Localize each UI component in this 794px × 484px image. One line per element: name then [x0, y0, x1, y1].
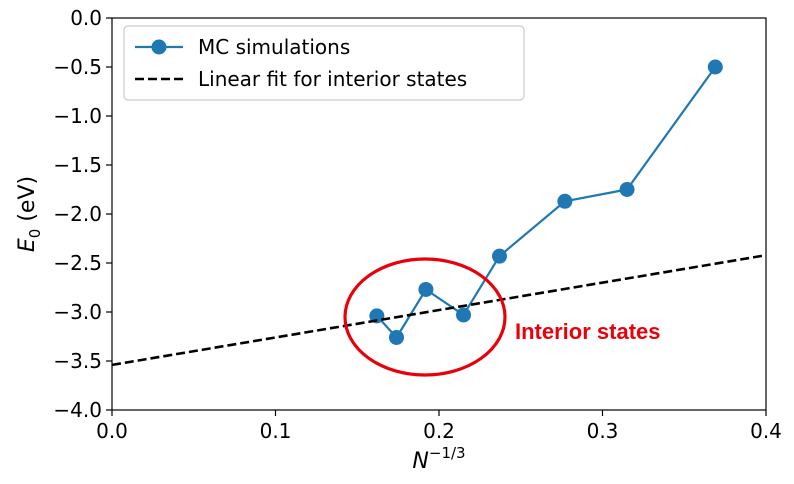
x-tick-label: 0.1 — [260, 419, 292, 443]
legend-marker-mc — [151, 39, 167, 55]
data-point — [418, 281, 434, 297]
y-tick-label: −0.5 — [53, 55, 102, 79]
interior-states-ellipse — [343, 257, 507, 377]
y-axis-label-base: E — [15, 238, 40, 252]
data-point — [369, 308, 385, 324]
data-point — [557, 193, 573, 209]
y-tick-label: −4.0 — [53, 398, 102, 422]
x-axis-label: N−1/3 — [412, 444, 465, 474]
x-axis-label-exponent: −1/3 — [429, 444, 466, 462]
series-line-mc — [376, 66, 717, 340]
series-line-fit — [112, 253, 766, 367]
data-point — [491, 248, 507, 264]
y-axis-label: E0 (eV) — [15, 176, 44, 252]
y-tick-label: 0.0 — [70, 6, 102, 30]
x-tick-label: 0.2 — [423, 419, 455, 443]
y-axis-label-unit: (eV) — [15, 176, 40, 229]
legend: MC simulations Linear fit for interior st… — [123, 25, 525, 101]
y-tick-label: −2.5 — [53, 251, 102, 275]
annotation-label: Interior states — [515, 319, 661, 344]
y-axis-label-sub: 0 — [26, 229, 44, 239]
y-tick-label: −3.0 — [53, 300, 102, 324]
data-point — [388, 329, 404, 345]
data-point — [707, 59, 723, 75]
y-tick-label: −1.0 — [53, 104, 102, 128]
x-tick-label: 0.3 — [587, 419, 619, 443]
y-tick-label: −3.5 — [53, 349, 102, 373]
series-layer — [112, 59, 766, 367]
legend-label-fit: Linear fit for interior states — [198, 67, 467, 91]
data-point — [619, 182, 635, 197]
data-point — [456, 307, 472, 323]
x-axis-label-base: N — [412, 449, 428, 474]
annotation-layer: Interior states — [343, 257, 661, 377]
legend-box — [123, 25, 525, 101]
y-tick-label: −2.0 — [53, 202, 102, 226]
x-tick-label: 0.4 — [750, 419, 782, 443]
x-tick-label: 0.0 — [96, 419, 128, 443]
axes-layer: 0.0 0.1 0.2 0.3 0.4 0.0 −0.5 −1.0 −1.5 −2.0 −2.5 −3… — [15, 6, 782, 474]
legend-label-mc: MC simulations — [198, 35, 350, 59]
y-tick-label: −1.5 — [53, 153, 102, 177]
